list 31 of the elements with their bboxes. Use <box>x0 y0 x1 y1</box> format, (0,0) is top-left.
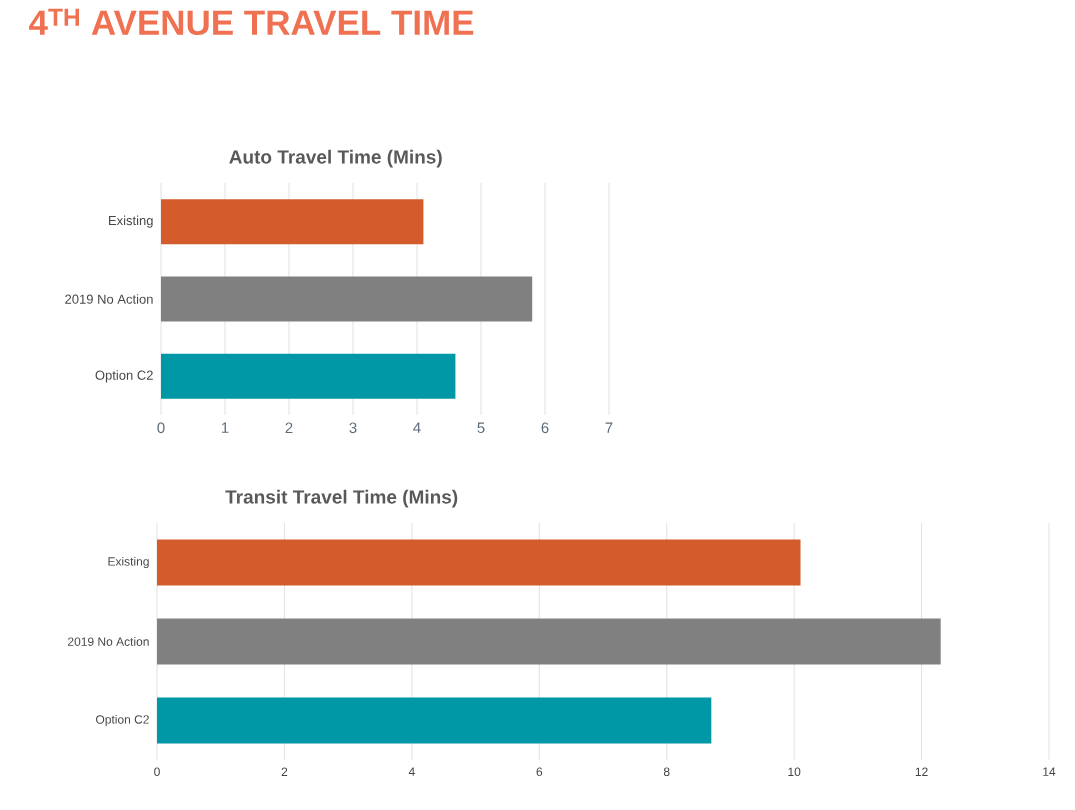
x-tick-label: 0 <box>157 422 165 434</box>
x-tick-label: 4 <box>413 422 421 433</box>
y-tick-label: Existing <box>109 215 153 228</box>
y-tick-label: 2019 No Action <box>68 637 149 646</box>
y-tick-label: Option C2 <box>96 714 149 727</box>
x-tick-label: 7 <box>605 422 613 433</box>
x-tick-label: 1 <box>221 422 229 433</box>
x-tick-label: 2 <box>285 422 293 433</box>
text: 4$^{TH}$ AVENUE TRAVEL TIME <box>29 8 474 36</box>
x-tick-label: 5 <box>477 422 485 433</box>
bar <box>157 539 801 586</box>
x-tick-label: 6 <box>536 767 543 777</box>
bar <box>157 697 712 744</box>
x-tick-label: 3 <box>349 422 357 434</box>
x-tick-label: 6 <box>541 422 549 434</box>
bar <box>161 199 424 245</box>
x-tick-label: 12 <box>915 767 928 776</box>
bar <box>157 618 941 665</box>
x-tick-label: 8 <box>663 767 670 777</box>
y-tick-label: Option C2 <box>95 370 153 383</box>
x-tick-label: 10 <box>788 767 801 777</box>
bar <box>161 276 533 322</box>
x-tick-label: 4 <box>408 767 415 776</box>
chart-title: Transit Travel Time (Mins) <box>225 489 458 508</box>
bar <box>161 353 456 399</box>
x-tick-label: 0 <box>154 767 160 777</box>
x-tick-label: 14 <box>1043 767 1056 776</box>
y-tick-label: Existing <box>108 556 149 569</box>
chart-title: Auto Travel Time (Mins) <box>229 149 442 168</box>
x-tick-label: 2 <box>281 767 288 776</box>
y-tick-label: 2019 No Action <box>65 294 153 304</box>
